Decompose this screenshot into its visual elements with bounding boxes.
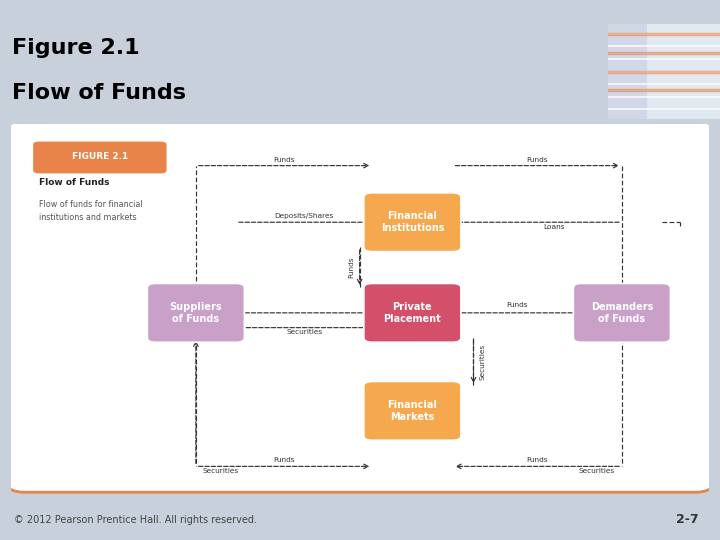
Text: Figure 2.1: Figure 2.1 (12, 38, 140, 58)
Text: 2-7: 2-7 (676, 513, 698, 526)
Bar (608, 24, 647, 119)
FancyBboxPatch shape (7, 120, 713, 492)
Text: Flow of Funds: Flow of Funds (12, 83, 186, 103)
Text: Financial
Markets: Financial Markets (387, 400, 437, 422)
Text: Deposits/Shares: Deposits/Shares (274, 213, 334, 219)
Text: FIGURE 2.1: FIGURE 2.1 (72, 152, 128, 161)
FancyBboxPatch shape (364, 381, 461, 440)
Text: Flow of funds for financial
institutions and markets: Flow of funds for financial institutions… (39, 200, 143, 221)
FancyBboxPatch shape (33, 141, 166, 173)
Text: Loans: Loans (544, 224, 565, 230)
FancyBboxPatch shape (573, 284, 670, 342)
Text: Demanders
of Funds: Demanders of Funds (590, 302, 653, 324)
FancyBboxPatch shape (148, 284, 244, 342)
Text: Funds: Funds (274, 457, 294, 463)
Text: Funds: Funds (526, 457, 548, 463)
FancyBboxPatch shape (364, 193, 461, 252)
Text: Funds: Funds (506, 302, 528, 308)
Text: Securities: Securities (286, 329, 322, 335)
Text: Private
Placement: Private Placement (384, 302, 441, 324)
Text: Suppliers
of Funds: Suppliers of Funds (170, 302, 222, 324)
Text: Securities: Securities (479, 344, 485, 380)
Text: Funds: Funds (274, 157, 294, 163)
Text: © 2012 Pearson Prentice Hall. All rights reserved.: © 2012 Pearson Prentice Hall. All rights… (14, 515, 258, 525)
Text: Flow of Funds: Flow of Funds (39, 178, 109, 187)
Text: Funds: Funds (526, 157, 548, 163)
Text: Financial
Institutions: Financial Institutions (381, 211, 444, 233)
Text: Securities: Securities (203, 468, 239, 474)
FancyBboxPatch shape (364, 284, 461, 342)
Text: Funds: Funds (348, 257, 354, 278)
Text: Securities: Securities (579, 468, 615, 474)
